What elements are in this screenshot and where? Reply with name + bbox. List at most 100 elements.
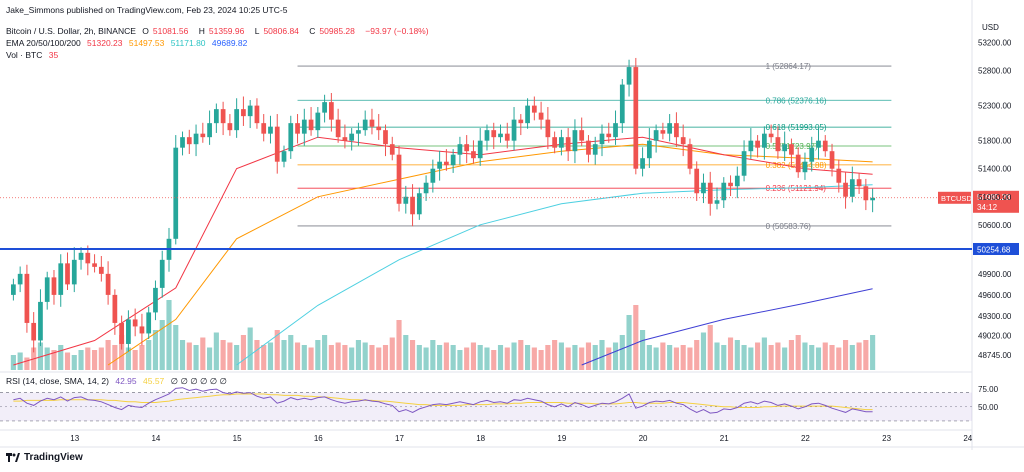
brand-name: TradingView (24, 452, 83, 463)
candle-body (795, 154, 801, 173)
volume-bar (308, 347, 314, 370)
time-axis[interactable]: 13 14 15 16 17 18 19 20 21 22 23 24 (70, 434, 973, 443)
volume-bar (633, 305, 639, 370)
tradingview-logo[interactable]: TradingView (6, 452, 83, 463)
candle-body (254, 105, 260, 124)
candle-body (274, 126, 280, 162)
candle-body (599, 133, 605, 145)
volume-bar (146, 340, 152, 370)
candle-body (849, 179, 855, 197)
price-tag-box (973, 190, 1019, 213)
volume-bar (531, 347, 537, 370)
volume-bar (768, 345, 774, 370)
candle-body (139, 326, 145, 334)
volume-bar (193, 345, 199, 370)
symbol-tag-box (938, 191, 971, 204)
candle-body (11, 284, 16, 295)
fib-level-label: 0 (50583.76) (766, 222, 812, 231)
ema100-value: 51171.80 (170, 38, 206, 48)
rsi-label: RSI (14, close, SMA, 14, 2) (6, 376, 109, 386)
rsi-legend[interactable]: RSI (14, close, SMA, 14, 2) 42.95 45.57 … (6, 376, 231, 387)
candle-body (423, 182, 429, 194)
rsi-value: 42.95 (115, 376, 137, 386)
candle-body (17, 273, 23, 285)
candle-body (809, 147, 815, 162)
support-label-box (973, 242, 1019, 255)
volume-bar (775, 342, 781, 370)
candle-body (761, 133, 767, 148)
candle-body (755, 140, 760, 148)
candle-body (247, 105, 253, 117)
volume-bar (382, 345, 389, 370)
candle-body (701, 182, 706, 194)
volume-bar (389, 337, 395, 370)
high-value: 51359.96 (208, 26, 245, 36)
fib-level-label: 0.236 (51121.94) (766, 184, 827, 193)
candle-body (816, 140, 821, 148)
candle-body (626, 67, 632, 85)
volume-bar (640, 330, 646, 370)
candle-body (646, 140, 652, 159)
candle-body (437, 161, 442, 169)
candlesticks[interactable] (11, 57, 875, 353)
volume-bar (815, 347, 822, 370)
candle-body (687, 144, 693, 169)
volume-bar (403, 335, 409, 370)
candle-body (680, 137, 686, 145)
rsi-lines (13, 387, 873, 414)
volume-bar (565, 347, 571, 370)
volume-bar (809, 345, 815, 370)
volume-bar (545, 345, 551, 370)
volume-bar (842, 340, 849, 370)
volume-bar (491, 350, 497, 370)
ema-legend[interactable]: EMA 20/50/100/200 51320.23 51497.53 5117… (6, 38, 251, 49)
volume-bar (301, 345, 307, 370)
open-value: 51081.56 (152, 26, 189, 36)
candle-body (31, 322, 37, 341)
volume-bar (179, 340, 186, 370)
tradingview-icon (6, 453, 20, 462)
candle-body (592, 144, 598, 155)
candle-body (234, 109, 240, 131)
volume-bar (870, 335, 876, 370)
volume-bar (362, 342, 368, 370)
price-axis[interactable]: USD 53200.00 52800.00 52300.00 51800.00 51400… (978, 23, 1012, 412)
volume-bar (714, 342, 720, 370)
volume-bar (660, 342, 666, 370)
volume-bar (619, 335, 625, 370)
candle-body (667, 123, 673, 134)
volume-bar (186, 342, 192, 370)
volume-bar (484, 347, 490, 370)
candle-body (748, 140, 754, 152)
candle-body (822, 140, 828, 152)
symbol-name[interactable]: Bitcoin / U.S. Dollar, 2h, BINANCE (6, 26, 136, 36)
candle-body (173, 147, 179, 239)
time-tick: 24 (963, 434, 972, 443)
candle-body (186, 137, 192, 145)
volume-bar (322, 335, 328, 370)
volume-bar (653, 347, 659, 370)
candle-body (200, 133, 206, 138)
candle-body (410, 196, 415, 215)
candle-body (342, 137, 348, 141)
volume-bar (37, 342, 44, 370)
candle-body (24, 273, 30, 323)
volume-bar (524, 345, 531, 370)
volume-bar (849, 345, 855, 370)
candle-body (180, 137, 185, 148)
fib-level-label: 1 (52864.17) (766, 62, 812, 71)
volume-bar (822, 342, 828, 370)
volume-bar (247, 327, 253, 370)
time-tick: 13 (70, 434, 79, 443)
volume-legend[interactable]: Vol · BTC 35 (6, 50, 62, 61)
candle-body (322, 102, 327, 113)
candle-body (126, 319, 131, 344)
candle-body (802, 161, 808, 173)
volume-bar (497, 345, 504, 370)
candle-body (525, 105, 530, 124)
candle-body (430, 168, 436, 183)
candle-body (362, 119, 368, 131)
candle-body (207, 123, 212, 138)
